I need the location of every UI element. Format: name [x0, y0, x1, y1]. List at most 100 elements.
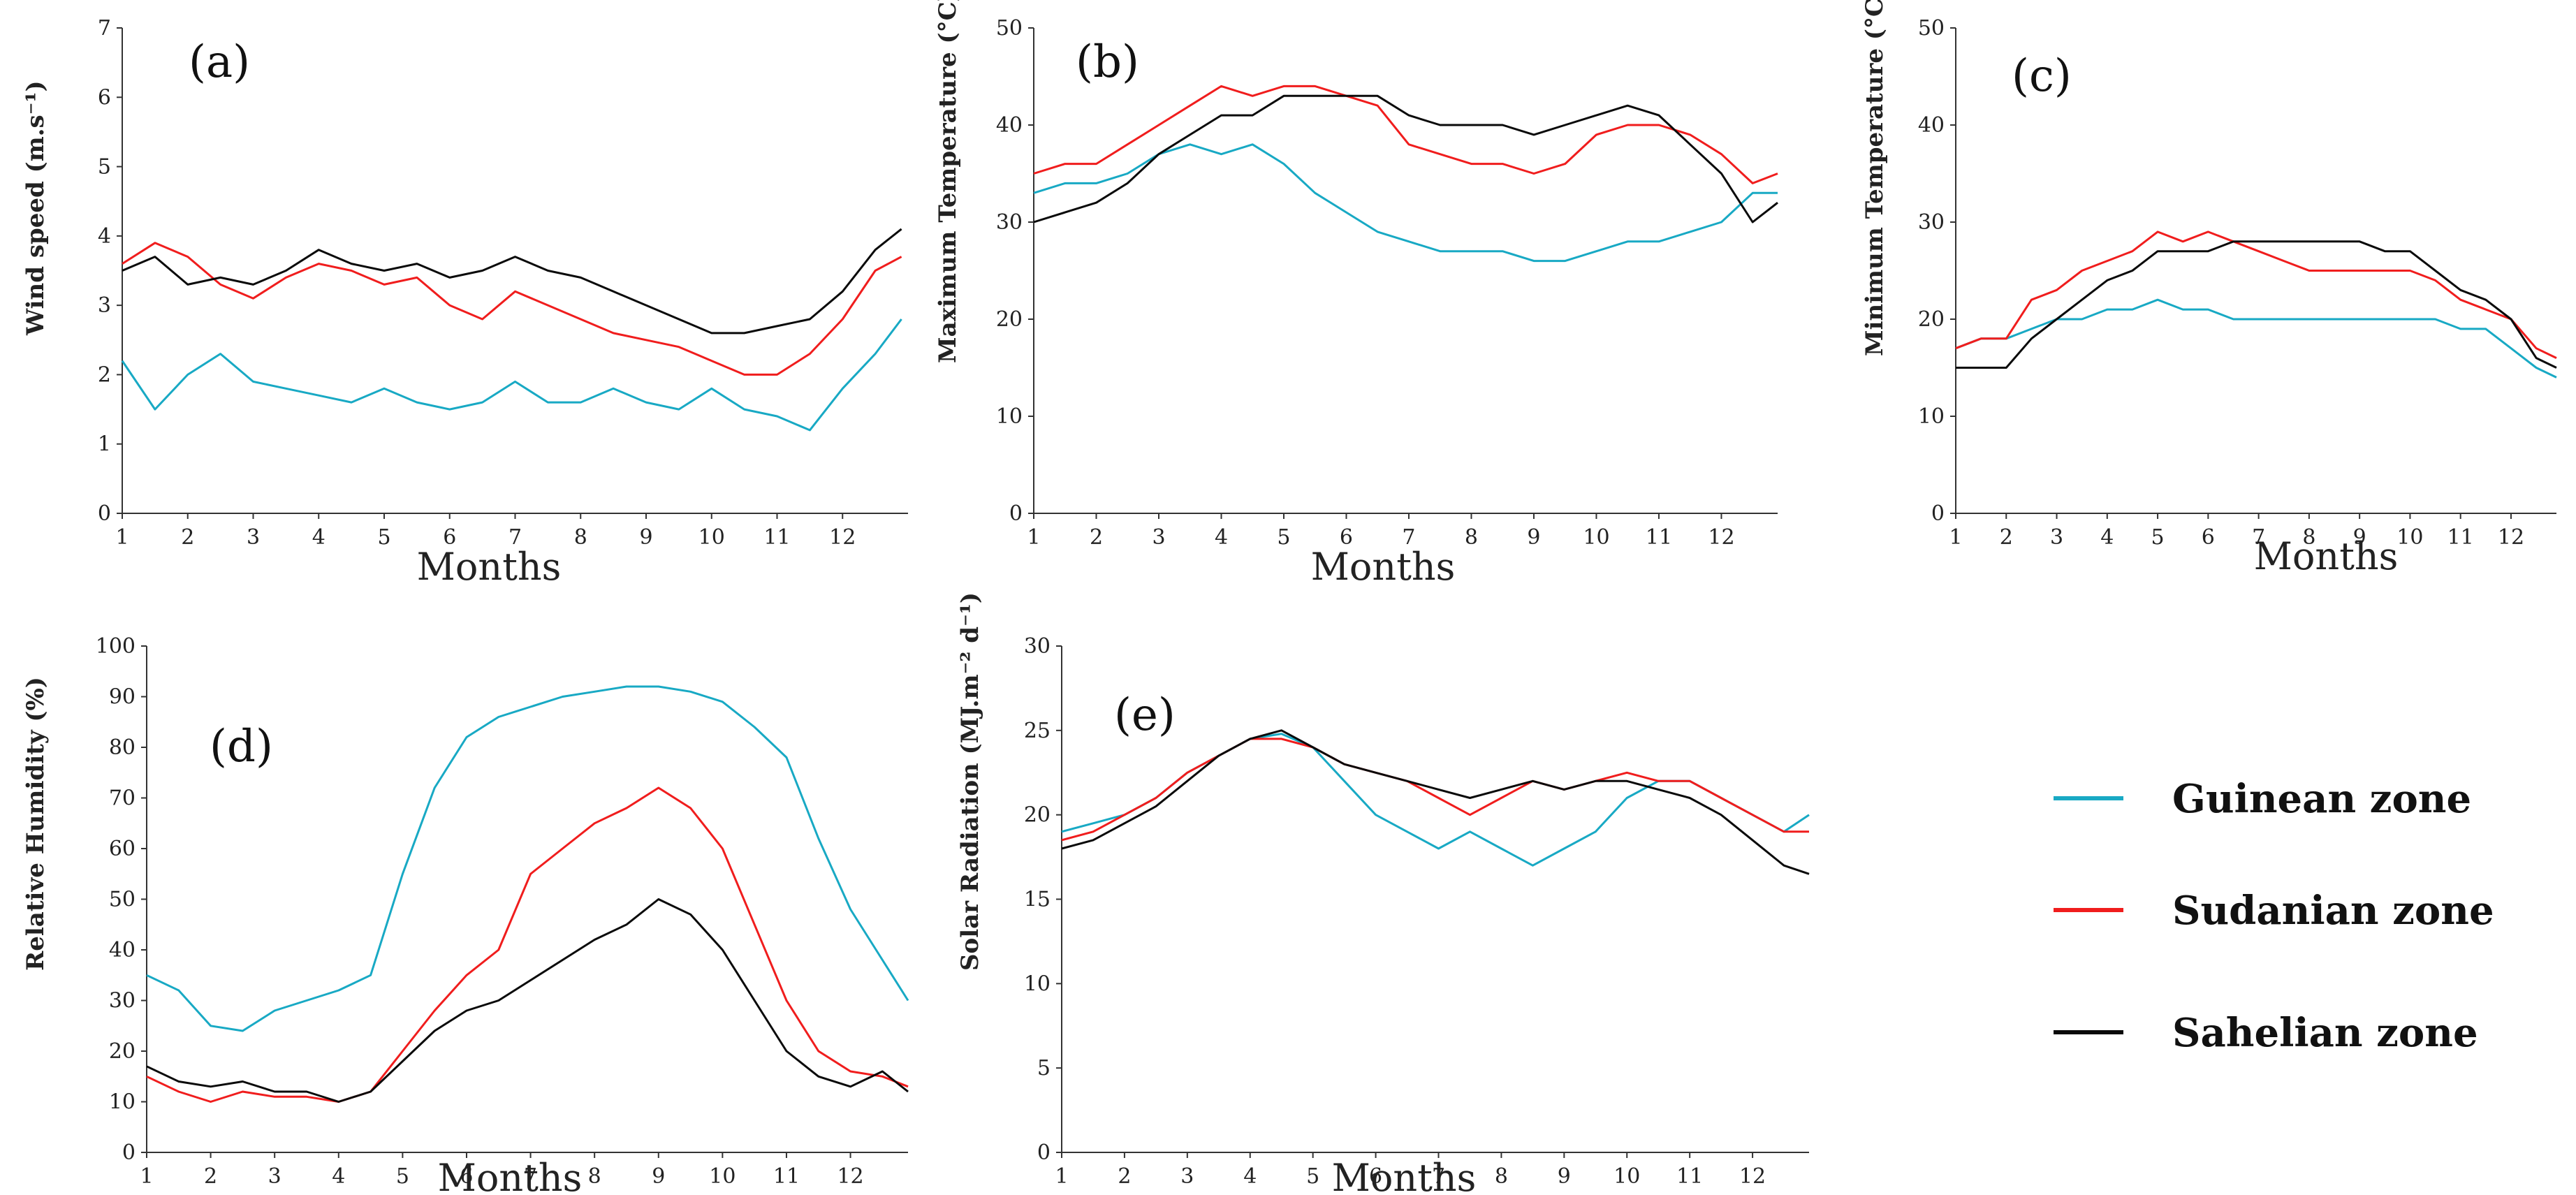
- x-tick-label: 10: [2396, 525, 2423, 550]
- x-tick-label: 12: [2498, 525, 2524, 550]
- y-tick-label: 3: [98, 293, 111, 318]
- y-tick-label: 30: [1024, 634, 1051, 659]
- x-tick-label: 4: [312, 525, 325, 550]
- y-tick-label: 15: [1024, 888, 1051, 912]
- series-line-sudanian: [1033, 85, 1778, 184]
- panel-d: (d) Relative Humidity (%) Months: [22, 677, 582, 1195]
- y-tick-label: 50: [1918, 16, 1945, 41]
- series-line-sudanian: [146, 786, 909, 1103]
- y-tick-label: 60: [109, 837, 136, 861]
- y-axis-label-d: Relative Humidity (%): [22, 677, 50, 971]
- y-tick-label: 30: [996, 210, 1023, 235]
- x-axis-label-a: Months: [417, 545, 562, 589]
- x-tick-label: 5: [2151, 525, 2165, 550]
- x-tick-label: 11: [773, 1164, 800, 1189]
- x-tick-label: 2: [181, 525, 194, 550]
- x-tick-label: 10: [1583, 525, 1609, 550]
- x-tick-label: 10: [1613, 1164, 1640, 1189]
- y-tick-label: 20: [1918, 307, 1945, 332]
- x-tick-label: 5: [377, 525, 390, 550]
- x-tick-label: 5: [1306, 1164, 1319, 1189]
- y-tick-label: 20: [996, 307, 1023, 332]
- x-tick-label: 7: [1402, 525, 1415, 550]
- legend-label-sahelian: Sahelian zone: [2172, 1010, 2478, 1056]
- series-line-guinean: [1061, 733, 1810, 867]
- x-tick-label: 8: [2302, 525, 2315, 550]
- x-tick-label: 1: [1055, 1164, 1068, 1189]
- x-tick-label: 4: [2100, 525, 2114, 550]
- series-line-sudanian: [1955, 230, 2557, 359]
- x-tick-label: 11: [1676, 1164, 1703, 1189]
- x-tick-label: 11: [2447, 525, 2474, 550]
- x-tick-label: 1: [115, 525, 129, 550]
- y-axis-label-b: Maximum Temperature (°C): [934, 0, 962, 363]
- x-tick-label: 3: [2050, 525, 2063, 550]
- legend: Guinean zone Sudanian zone Sahelian zone: [2054, 776, 2494, 1056]
- y-tick-label: 0: [98, 501, 111, 526]
- x-tick-label: 6: [2202, 525, 2215, 550]
- y-tick-label: 80: [109, 735, 136, 760]
- x-tick-label: 3: [1180, 1164, 1194, 1189]
- x-tick-label: 3: [268, 1164, 281, 1189]
- panel-c: (c) Minimum Temperature (°C) Months: [1861, 0, 2398, 578]
- y-tick-label: 10: [996, 404, 1023, 429]
- series-line-sudanian: [1061, 738, 1809, 842]
- y-tick-label: 40: [996, 113, 1023, 138]
- y-tick-label: 0: [1009, 501, 1023, 526]
- x-tick-label: 2: [204, 1164, 217, 1189]
- x-tick-label: 12: [837, 1164, 863, 1189]
- y-tick-label: 30: [109, 989, 136, 1013]
- x-tick-label: 7: [1432, 1164, 1445, 1189]
- x-tick-label: 12: [1739, 1164, 1766, 1189]
- y-tick-label: 25: [1024, 719, 1051, 743]
- x-tick-label: 8: [1465, 525, 1478, 550]
- panel-label-e: (e): [1114, 689, 1176, 741]
- y-tick-label: 90: [109, 685, 136, 710]
- y-axis-label-c: Minimum Temperature (°C): [1861, 0, 1889, 356]
- series-line-sahelian: [1033, 94, 1778, 223]
- panel-label-d: (d): [210, 721, 273, 772]
- y-tick-label: 0: [1931, 501, 1945, 526]
- y-tick-label: 4: [98, 224, 111, 249]
- series-line-guinean: [146, 685, 909, 1032]
- x-tick-label: 1: [140, 1164, 153, 1189]
- x-tick-label: 4: [332, 1164, 345, 1189]
- x-tick-label: 3: [247, 525, 260, 550]
- y-tick-label: 0: [1037, 1141, 1051, 1165]
- panel-label-c: (c): [2012, 50, 2072, 102]
- x-tick-label: 8: [588, 1164, 601, 1189]
- x-tick-label: 7: [2252, 525, 2265, 550]
- series-line-guinean: [121, 318, 902, 432]
- legend-label-sudanian: Sudanian zone: [2172, 888, 2494, 934]
- y-tick-label: 40: [109, 938, 136, 962]
- x-tick-label: 9: [639, 525, 652, 550]
- y-axis-label-e: Solar Radiation (MJ.m⁻² d⁻¹): [956, 592, 984, 971]
- panel-b: (b) Maximum Temperature (°C) Months: [934, 0, 1455, 589]
- x-tick-label: 8: [1495, 1164, 1508, 1189]
- x-tick-label: 6: [443, 525, 456, 550]
- legend-label-guinean: Guinean zone: [2172, 776, 2471, 822]
- panel-e: (e) Solar Radiation (MJ.m⁻² d⁻¹) Months: [956, 592, 1476, 1195]
- x-tick-label: 1: [1027, 525, 1040, 550]
- x-tick-label: 6: [1340, 525, 1353, 550]
- series-line-sahelian: [146, 898, 909, 1103]
- x-axis-label-b: Months: [1311, 545, 1456, 589]
- y-tick-label: 10: [1024, 972, 1051, 996]
- x-tick-label: 7: [524, 1164, 537, 1189]
- x-tick-label: 4: [1215, 525, 1228, 550]
- y-tick-label: 30: [1918, 210, 1945, 235]
- series-line-sudanian: [122, 242, 902, 376]
- y-tick-label: 0: [122, 1141, 136, 1165]
- y-tick-label: 1: [98, 432, 111, 457]
- y-tick-label: 5: [98, 155, 111, 179]
- y-tick-label: 70: [109, 786, 136, 811]
- x-tick-label: 11: [1646, 525, 1672, 550]
- y-tick-label: 20: [109, 1039, 136, 1064]
- x-tick-label: 6: [460, 1164, 473, 1189]
- x-tick-label: 9: [652, 1164, 665, 1189]
